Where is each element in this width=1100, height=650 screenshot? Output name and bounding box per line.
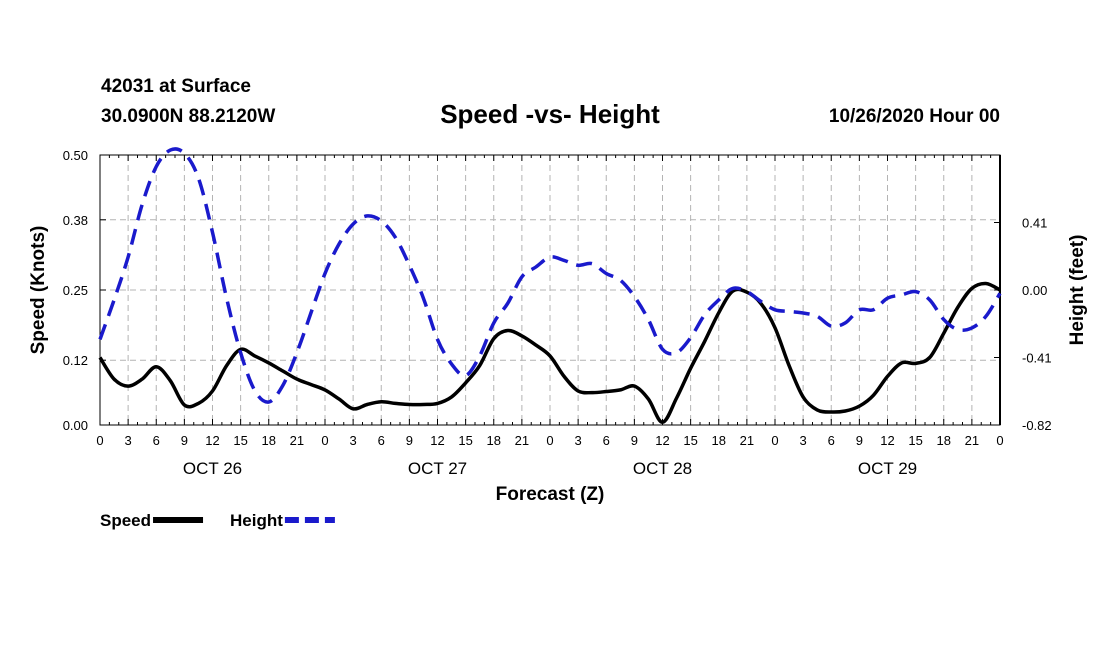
x-tick-label: 9	[406, 433, 413, 448]
series-layer	[98, 147, 1002, 425]
x-tick-label: 12	[430, 433, 444, 448]
x-tick-label: 21	[740, 433, 754, 448]
y-axis-title-speed: Speed (Knots)	[28, 226, 49, 355]
x-tick-label: 18	[937, 433, 951, 448]
x-tick-label: 9	[631, 433, 638, 448]
x-tick-label: 9	[856, 433, 863, 448]
y-tick-label-left: 0.00	[63, 418, 88, 433]
series-line-speed	[98, 281, 1001, 425]
x-tick-label: 12	[880, 433, 894, 448]
x-tick-label: 0	[996, 433, 1003, 448]
day-label: OCT 27	[408, 459, 467, 478]
x-tick-label: 15	[683, 433, 697, 448]
y-tick-label-left: 0.50	[63, 148, 88, 163]
coordinates-label: 30.0900N 88.2120W	[101, 106, 276, 127]
legend: Speed Height	[100, 511, 335, 530]
y-tick-label-left: 0.38	[63, 213, 88, 228]
x-tick-label: 0	[96, 433, 103, 448]
x-tick-label: 21	[965, 433, 979, 448]
y-tick-label-left: 0.25	[63, 283, 88, 298]
x-tick-label: 3	[125, 433, 132, 448]
x-tick-label: 6	[603, 433, 610, 448]
x-axis-title: Forecast (Z)	[496, 484, 605, 505]
y-tick-label-right: 0.00	[1022, 283, 1047, 298]
x-tick-label: 21	[290, 433, 304, 448]
x-tick-label: 12	[655, 433, 669, 448]
series-line-height	[98, 147, 1002, 404]
x-tick-label: 3	[575, 433, 582, 448]
x-tick-label: 12	[205, 433, 219, 448]
x-tick-label: 3	[350, 433, 357, 448]
grid-layer	[100, 155, 1000, 425]
x-tick-label: 3	[800, 433, 807, 448]
y-tick-label-right: 0.41	[1022, 216, 1047, 231]
chart-title: Speed -vs- Height	[440, 99, 660, 129]
x-tick-label: 15	[908, 433, 922, 448]
x-tick-label: 6	[153, 433, 160, 448]
day-label: OCT 26	[183, 459, 242, 478]
x-tick-label: 0	[771, 433, 778, 448]
day-label: OCT 28	[633, 459, 692, 478]
y-tick-label-left: 0.12	[63, 353, 88, 368]
y-tick-label-right: -0.82	[1022, 418, 1052, 433]
axis-layer: 0 3 6 9 12 15 18 21 0 3 6 9 12 15 18 21 0 3 6 9 12 15 18 21 0 3 6 9…	[63, 148, 1052, 478]
y-axis-title-height: Height (feet)	[1067, 235, 1088, 346]
station-label: 42031 at Surface	[101, 76, 251, 97]
legend-label-height: Height	[230, 511, 283, 530]
x-tick-label: 15	[458, 433, 472, 448]
x-tick-label: 18	[712, 433, 726, 448]
day-label: OCT 29	[858, 459, 917, 478]
x-tick-label: 6	[378, 433, 385, 448]
x-tick-label: 0	[546, 433, 553, 448]
x-tick-label: 15	[233, 433, 247, 448]
run-time-label: 10/26/2020 Hour 00	[828, 106, 1000, 127]
x-tick-label: 6	[828, 433, 835, 448]
y-tick-label-right: -0.41	[1022, 351, 1052, 366]
x-tick-label: 21	[515, 433, 529, 448]
legend-label-speed: Speed	[100, 511, 151, 530]
x-tick-label: 0	[321, 433, 328, 448]
x-tick-label: 18	[262, 433, 276, 448]
x-tick-label: 9	[181, 433, 188, 448]
x-tick-label: 18	[487, 433, 501, 448]
